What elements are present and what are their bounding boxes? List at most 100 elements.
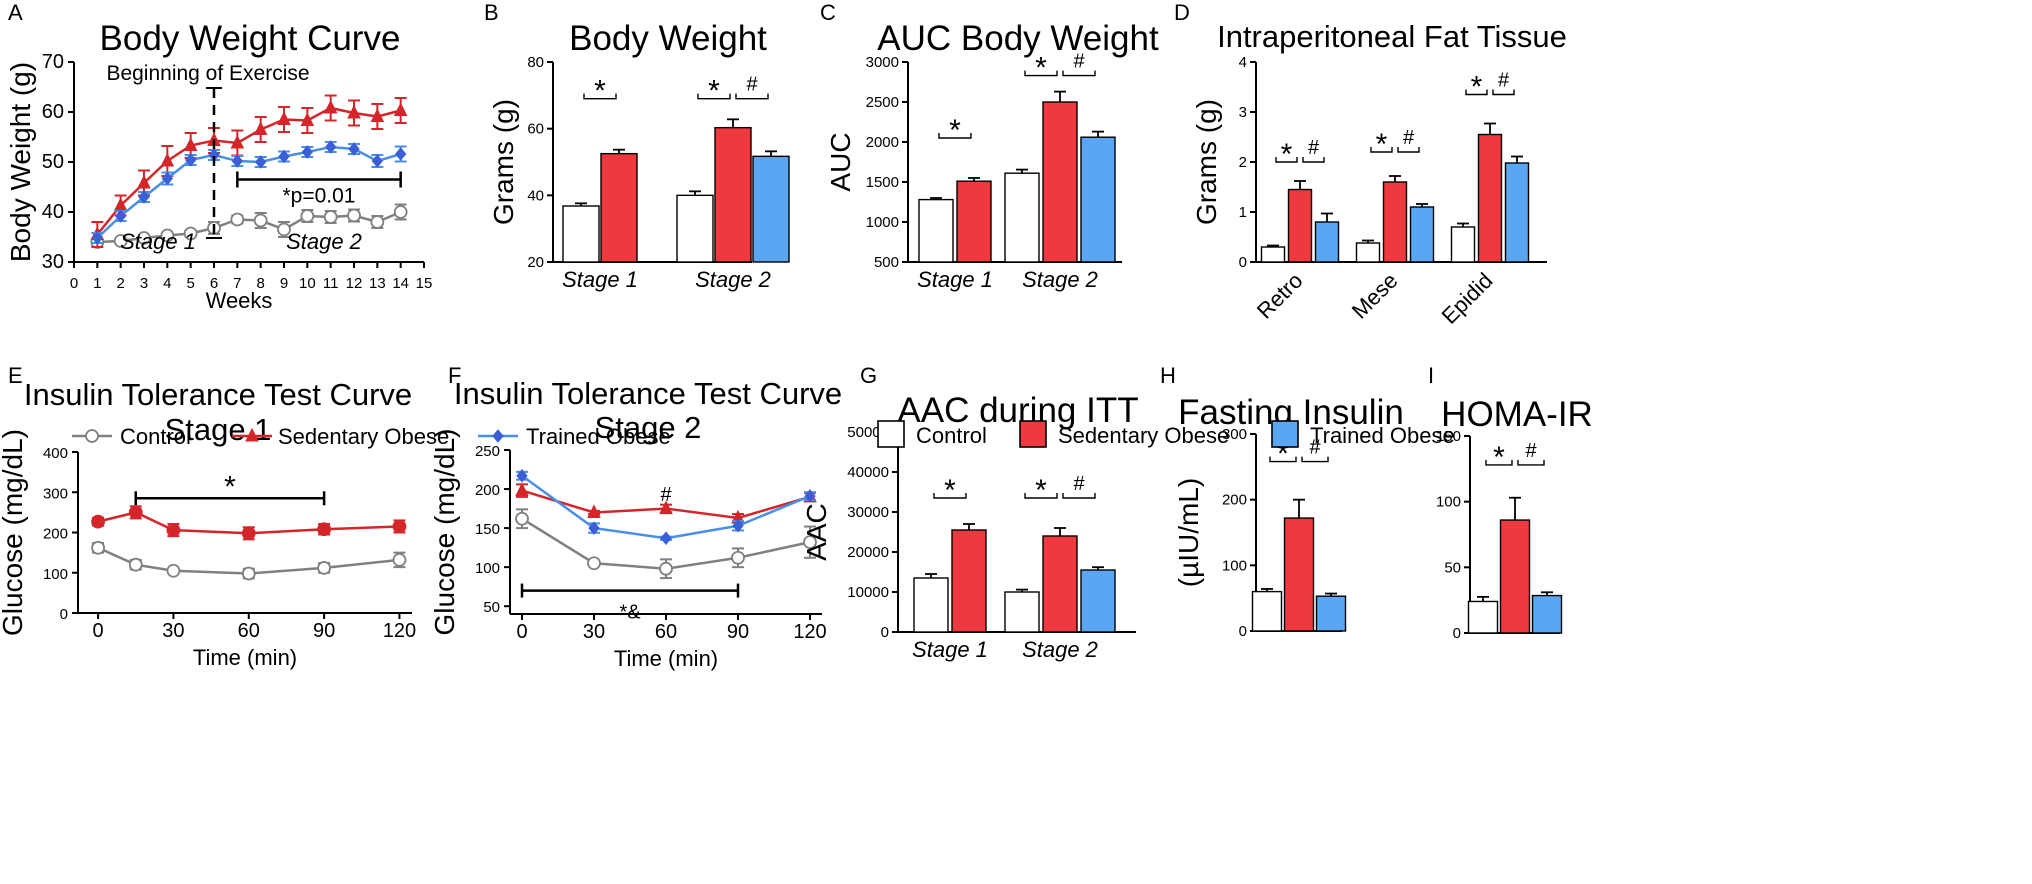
- y-tick-label: 100: [43, 566, 68, 583]
- significance-mark: #: [1309, 437, 1321, 459]
- data-point: [317, 561, 332, 575]
- data-point: [370, 108, 385, 122]
- panel-label: E: [8, 363, 23, 388]
- y-tick-label: 4: [1239, 54, 1247, 71]
- series-sedentary: [90, 94, 408, 248]
- significance-mark: *: [944, 474, 956, 507]
- bar-control: [1467, 600, 1499, 634]
- x-tick-label: 120: [383, 620, 416, 642]
- bar-trained: [1531, 594, 1563, 634]
- bar-trained: [1080, 136, 1116, 263]
- chart-title: Insulin Tolerance Test Curve: [454, 376, 842, 411]
- data-point: [241, 526, 256, 541]
- y-tick-label: 0: [60, 606, 68, 623]
- chart-subtitle: Stage 2: [595, 410, 702, 445]
- bracket-line: [1397, 147, 1420, 153]
- y-axis-label: Grams (g): [1191, 99, 1222, 225]
- data-point: [253, 121, 268, 135]
- legend-swatch: [1271, 420, 1299, 448]
- significance-mark: #: [1525, 440, 1537, 462]
- significance-bracket: *: [1275, 138, 1298, 171]
- data-point: [128, 557, 143, 572]
- data-point: [166, 563, 181, 578]
- y-axis-label: (µIU/mL): [1173, 478, 1204, 587]
- data-point: [325, 140, 337, 154]
- data-point: [323, 210, 338, 224]
- legend-label: Trained Obese: [1310, 423, 1455, 448]
- data-point: [185, 153, 197, 167]
- bar-group: Stage 1: [912, 523, 988, 662]
- significance-mark: #: [1498, 70, 1510, 92]
- y-axis-label: AUC: [825, 132, 856, 191]
- data-point: [370, 215, 385, 229]
- bar-sedentary: [1287, 188, 1313, 263]
- bar-control: [1260, 246, 1286, 263]
- category-label: Stage 2: [1022, 267, 1098, 292]
- significance-bracket: *: [933, 474, 967, 507]
- y-tick-label: 100: [1436, 494, 1461, 511]
- y-tick-label: 40: [42, 201, 64, 223]
- legend-item-control: Control: [72, 424, 191, 449]
- x-tick-label: 11: [323, 275, 339, 292]
- y-tick-label: 70: [42, 51, 64, 73]
- x-tick-label: 12: [346, 275, 363, 292]
- bracket-line: [697, 93, 731, 100]
- bar-control: [676, 194, 714, 263]
- bar-legend: Control Sedentary Obese Trained Obese: [877, 420, 1455, 448]
- panel-label: H: [1160, 363, 1176, 388]
- y-tick-label: 20000: [847, 544, 889, 561]
- bracket-line: [933, 493, 967, 499]
- significance-bracket: *: [1370, 128, 1393, 161]
- y-tick-label: 300: [43, 485, 68, 502]
- y-tick-label: 1000: [866, 214, 899, 231]
- bar-trained: [1315, 595, 1347, 632]
- legend-marker: [245, 427, 259, 442]
- data-point: [392, 552, 407, 567]
- bar-group: [1251, 498, 1347, 632]
- bar-sedentary: [1283, 517, 1315, 632]
- line-legend: Control Sedentary Obese Trained Obese: [72, 424, 671, 449]
- data-point: [395, 147, 407, 161]
- legend-item-trained: Trained Obese: [1271, 420, 1455, 448]
- significance-bracket: *: [1485, 441, 1513, 474]
- bar-control: [1251, 590, 1283, 632]
- y-tick-label: 3000: [866, 54, 899, 71]
- x-tick-label: 7: [233, 275, 241, 292]
- series-control: [91, 540, 407, 581]
- data-point: [731, 550, 745, 565]
- category-label: Retro: [1252, 268, 1308, 324]
- data-point: [347, 208, 361, 223]
- y-tick-label: 0: [1239, 254, 1247, 271]
- legend-item-sedentary: Sedentary Obese: [1019, 420, 1229, 448]
- data-point: [317, 522, 332, 537]
- data-point: [348, 142, 360, 156]
- x-tick-label: 4: [163, 275, 171, 292]
- y-axis-label: Glucose (mg/dL): [0, 429, 28, 636]
- x-tick-label: 13: [369, 275, 386, 292]
- y-axis-label: Grams (g): [488, 99, 519, 225]
- bar-control: [1004, 591, 1040, 633]
- data-point: [515, 511, 529, 526]
- data-point: [393, 102, 408, 116]
- panel-label: A: [8, 0, 23, 25]
- data-point: [160, 228, 175, 243]
- x-tick-label: 120: [793, 621, 826, 643]
- data-point: [587, 556, 601, 571]
- y-tick-label: 40000: [847, 464, 889, 481]
- exercise-label: Beginning of Exercise: [106, 62, 309, 85]
- legend-marker: [492, 429, 504, 443]
- significance-bracket: #: [735, 74, 769, 100]
- x-axis-label: Weeks: [206, 288, 273, 313]
- bar-trained: [752, 155, 790, 263]
- panel-label: G: [860, 363, 877, 388]
- significance-hash: #: [660, 484, 672, 506]
- data-point: [277, 111, 291, 125]
- bar-group: Mese: [1347, 175, 1435, 324]
- significance-bracket: #: [1397, 127, 1420, 153]
- bar-sedentary: [956, 180, 992, 263]
- y-tick-label: 150: [475, 521, 500, 538]
- data-point: [393, 205, 408, 219]
- significance-bracket: *: [697, 75, 731, 108]
- data-point: [516, 468, 528, 483]
